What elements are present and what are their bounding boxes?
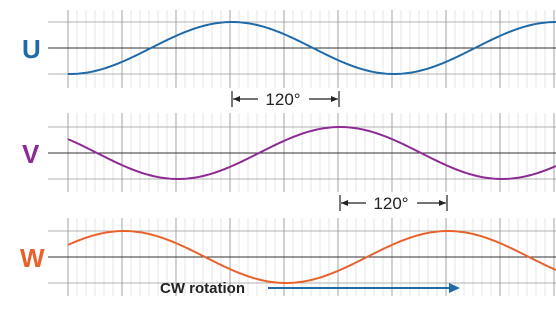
phase-u-panel: U bbox=[22, 10, 556, 88]
phase-v-label: V bbox=[22, 139, 40, 169]
phase-v-wave bbox=[67, 125, 556, 181]
phase-shift-marker-vw bbox=[339, 195, 448, 211]
phase-w-wave bbox=[67, 229, 556, 285]
phase-u-wave bbox=[67, 20, 556, 76]
phase-v-panel: V bbox=[22, 113, 556, 192]
rotation-arrow bbox=[268, 283, 460, 293]
phase-shift-label-vw: 120° bbox=[373, 194, 408, 213]
phase-u-grid bbox=[48, 10, 556, 88]
rotation-caption: CW rotation bbox=[160, 280, 245, 297]
phase-shift-label-uv: 120° bbox=[265, 90, 300, 109]
phase-w-label: W bbox=[20, 243, 45, 273]
phase-w-panel: W bbox=[20, 218, 556, 296]
phase-shift-marker-uv bbox=[231, 91, 340, 107]
phase-u-label: U bbox=[22, 34, 41, 64]
